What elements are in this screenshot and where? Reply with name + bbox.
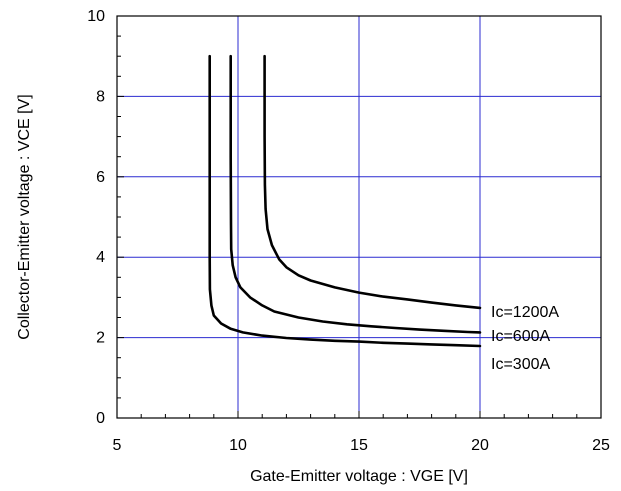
- series-line-ic-1200a: [263, 54, 482, 310]
- x-axis-title: Gate-Emitter voltage : VGE [V]: [250, 468, 468, 485]
- y-tick-label-4: 4: [96, 249, 105, 266]
- x-tick-label-15: 15: [350, 437, 368, 454]
- x-tick-label-10: 10: [229, 437, 247, 454]
- series-line-ic-600a: [229, 54, 482, 334]
- y-tick-labels: 0 2 4 6 8 10: [87, 8, 105, 427]
- x-tick-label-5: 5: [113, 437, 122, 454]
- grid: [117, 16, 601, 418]
- y-tick-label-0: 0: [96, 410, 105, 427]
- y-tick-label-10: 10: [87, 8, 105, 25]
- series-label-ic-600a: Ic=600A: [491, 328, 550, 345]
- y-axis-title: Collector-Emitter voltage : VCE [V]: [16, 94, 33, 339]
- y-tick-label-2: 2: [96, 330, 105, 347]
- series-layer: [208, 54, 482, 348]
- x-tick-labels: 5 10 15 20 25: [113, 437, 610, 454]
- y-tick-label-6: 6: [96, 169, 105, 186]
- series-line-ic-300a: [208, 54, 482, 348]
- curve-labels: Ic=1200A Ic=600A Ic=300A: [491, 304, 559, 373]
- x-tick-label-20: 20: [471, 437, 489, 454]
- y-tick-label-8: 8: [96, 88, 105, 105]
- series-label-ic-300a: Ic=300A: [491, 356, 550, 373]
- series-label-ic-1200a: Ic=1200A: [491, 304, 559, 321]
- x-tick-label-25: 25: [592, 437, 610, 454]
- minor-ticks: [116, 15, 602, 419]
